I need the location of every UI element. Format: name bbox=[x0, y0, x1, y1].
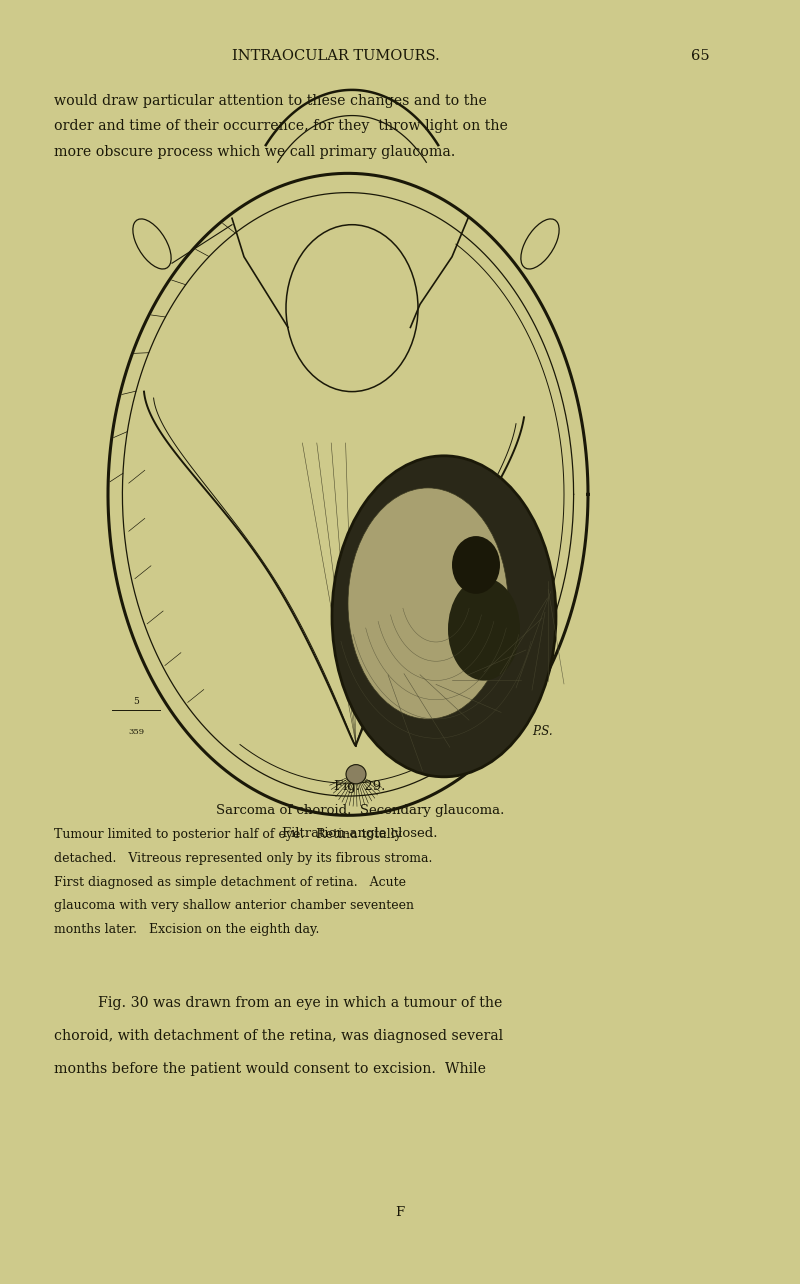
Ellipse shape bbox=[332, 456, 556, 777]
Text: Filtration-angle closed.: Filtration-angle closed. bbox=[282, 827, 438, 841]
Text: Tumour limited to posterior half of eye.   Retina totally: Tumour limited to posterior half of eye.… bbox=[54, 828, 402, 841]
Ellipse shape bbox=[448, 578, 520, 681]
Text: detached.   Vitreous represented only by its fibrous stroma.: detached. Vitreous represented only by i… bbox=[54, 851, 433, 865]
Text: choroid, with detachment of the retina, was diagnosed several: choroid, with detachment of the retina, … bbox=[54, 1030, 503, 1043]
Ellipse shape bbox=[346, 764, 366, 783]
Text: INTRAOCULAR TUMOURS.: INTRAOCULAR TUMOURS. bbox=[232, 49, 440, 63]
Text: First diagnosed as simple detachment of retina.   Acute: First diagnosed as simple detachment of … bbox=[54, 876, 406, 889]
Text: order and time of their occurrence, for they  throw light on the: order and time of their occurrence, for … bbox=[54, 119, 508, 134]
Text: Fig. 29.: Fig. 29. bbox=[334, 779, 386, 794]
Text: glaucoma with very shallow anterior chamber seventeen: glaucoma with very shallow anterior cham… bbox=[54, 899, 414, 913]
Ellipse shape bbox=[133, 218, 171, 270]
Text: Sarcoma of choroid.  Secondary glaucoma.: Sarcoma of choroid. Secondary glaucoma. bbox=[216, 804, 504, 817]
Ellipse shape bbox=[348, 488, 508, 719]
Ellipse shape bbox=[286, 225, 418, 392]
Ellipse shape bbox=[452, 535, 500, 593]
Text: months later.   Excision on the eighth day.: months later. Excision on the eighth day… bbox=[54, 923, 320, 936]
Text: would draw particular attention to these changes and to the: would draw particular attention to these… bbox=[54, 94, 487, 108]
Text: 5: 5 bbox=[133, 697, 139, 706]
Text: Fig. 30 was drawn from an eye in which a tumour of the: Fig. 30 was drawn from an eye in which a… bbox=[98, 996, 502, 1011]
Text: F: F bbox=[395, 1206, 405, 1219]
Text: P.S.: P.S. bbox=[532, 725, 553, 738]
Text: more obscure process which we call primary glaucoma.: more obscure process which we call prima… bbox=[54, 145, 456, 159]
Text: 65: 65 bbox=[690, 49, 710, 63]
Text: months before the patient would consent to excision.  While: months before the patient would consent … bbox=[54, 1062, 486, 1076]
Text: 359: 359 bbox=[128, 728, 144, 736]
Ellipse shape bbox=[521, 218, 559, 270]
